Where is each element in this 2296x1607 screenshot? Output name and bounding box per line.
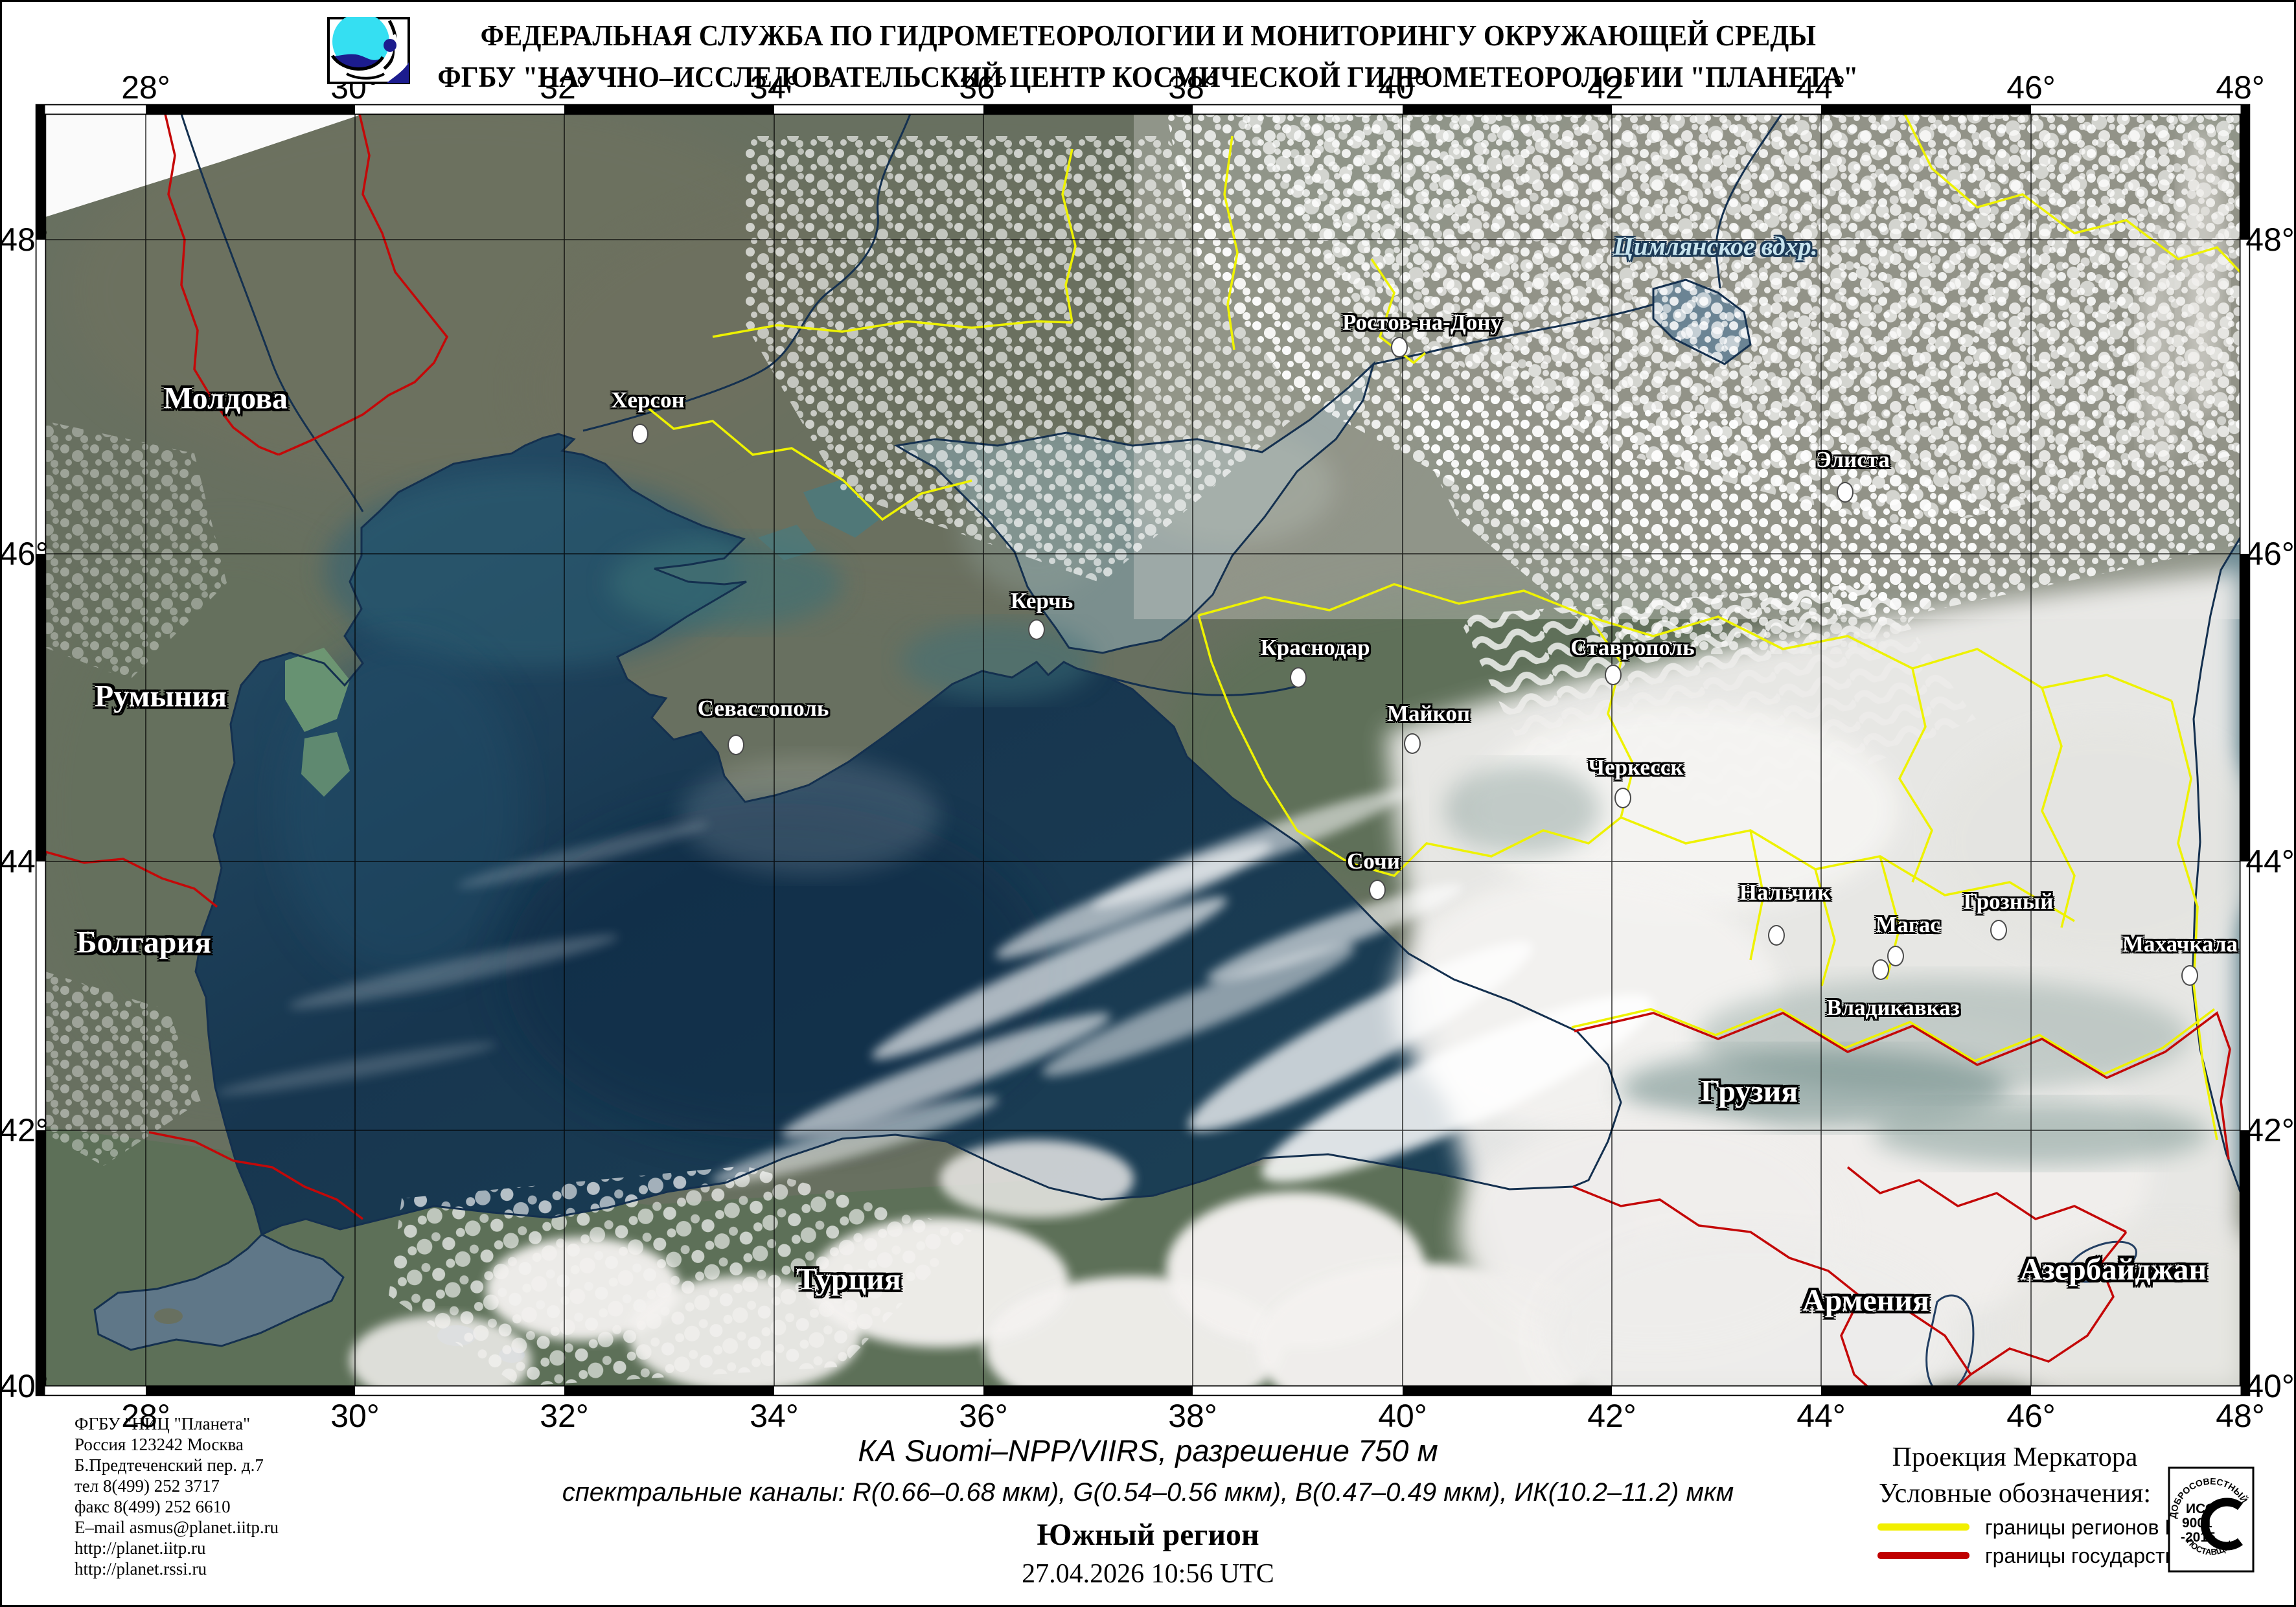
legend-row-states: границы государств xyxy=(1875,1544,2212,1570)
contact-line: Россия 123242 Москва xyxy=(75,1435,244,1454)
planeta-logo xyxy=(327,17,410,84)
map-frame xyxy=(35,104,2251,1396)
timestamp: 27.04.2026 10:56 UTC xyxy=(1022,1559,1274,1589)
contact-line: Б.Предтеченский пер. д.7 xyxy=(75,1455,264,1475)
sea-of-marmara xyxy=(95,1235,343,1350)
svg-text:-2015: -2015 xyxy=(2181,1530,2216,1545)
svg-text:9001: 9001 xyxy=(2182,1516,2212,1531)
contact-line: факс 8(499) 252 6610 xyxy=(75,1497,231,1516)
projection-label: Проекция Меркатора xyxy=(1892,1442,2138,1472)
legend-label: границы государств xyxy=(1985,1544,2176,1567)
contact-line-url: http://planet.rssi.ru xyxy=(75,1559,207,1579)
header-org-line2: ФГБУ "НАУЧНО–ИССЛЕДОВАТЕЛЬСКИЙ ЦЕНТР КОС… xyxy=(437,60,1859,93)
region-title: Южный регион xyxy=(1037,1518,1259,1552)
legend-block: Проекция Меркатора Условные обозначения:… xyxy=(1866,1439,2194,1567)
contact-line-url: http://planet.iitp.ru xyxy=(75,1538,206,1558)
legend-row-regions: границы регионов РФ xyxy=(1875,1516,2212,1542)
satellite-info-line: КА Suomi–NPP/VIIRS, разрешение 750 м xyxy=(858,1433,1438,1468)
no-data-wedge xyxy=(45,114,363,217)
state-border-swatch xyxy=(1877,1552,1969,1559)
iso-9001-badge: ДОБРОСОВЕСТНЫЙ ПОСТАВЩИК ИСО 9001 -2015 xyxy=(2168,1466,2255,1573)
region-borders xyxy=(639,114,2240,1141)
header-org-line1: ФЕДЕРАЛЬНАЯ СЛУЖБА ПО ГИДРОМЕТЕОРОЛОГИИ … xyxy=(480,19,1816,52)
svg-text:ИСО: ИСО xyxy=(2186,1501,2216,1516)
legend-label: границы регионов РФ xyxy=(1985,1516,2194,1539)
legend-title: Условные обозначения: xyxy=(1878,1479,2152,1509)
contact-line: ФГБУ "НИЦ "Планета" xyxy=(75,1414,251,1433)
contact-block: ФГБУ "НИЦ "Планета" Россия 123242 Москва… xyxy=(75,1413,279,1579)
spectral-channels-line: спектральные каналы: R(0.66–0.68 мкм), G… xyxy=(562,1478,1734,1507)
graticule xyxy=(45,114,2240,1386)
region-border-swatch xyxy=(1877,1523,1969,1531)
state-borders xyxy=(45,114,2231,1386)
contact-line: тел 8(499) 252 3717 xyxy=(75,1476,220,1496)
contact-line-email: E–mail asmus@planet.iitp.ru xyxy=(75,1518,279,1537)
